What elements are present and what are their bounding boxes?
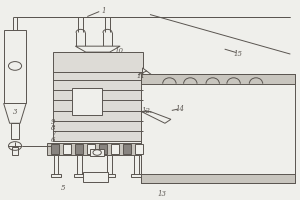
Bar [52, 144, 59, 154]
Polygon shape [4, 103, 26, 123]
Text: 11: 11 [136, 72, 146, 80]
Polygon shape [75, 46, 120, 52]
Text: 15: 15 [234, 50, 243, 58]
Bar [11, 123, 19, 139]
Bar [12, 147, 18, 155]
Bar [83, 172, 108, 182]
Bar [141, 74, 295, 84]
Text: 13: 13 [158, 190, 166, 198]
Bar [77, 155, 82, 175]
Bar [87, 144, 95, 154]
Text: 3: 3 [13, 108, 17, 116]
Bar [72, 88, 102, 115]
Bar [135, 144, 142, 154]
Bar [99, 144, 107, 154]
Text: 1: 1 [101, 7, 106, 15]
Text: 14: 14 [176, 105, 184, 113]
Bar [134, 155, 139, 175]
Text: 5: 5 [61, 184, 66, 192]
Text: 7: 7 [51, 130, 55, 138]
Bar [104, 174, 115, 177]
Bar [4, 30, 26, 103]
Polygon shape [142, 68, 153, 80]
Bar [53, 155, 58, 175]
Text: 6: 6 [51, 136, 55, 144]
Bar [123, 144, 130, 154]
Text: 12: 12 [141, 107, 150, 115]
Bar [90, 149, 104, 156]
Bar [75, 144, 83, 154]
Text: 9: 9 [51, 118, 55, 126]
Bar [63, 144, 71, 154]
Bar [47, 143, 148, 155]
Bar [141, 174, 295, 183]
Bar [131, 174, 142, 177]
Bar [51, 174, 61, 177]
Bar [107, 155, 112, 175]
Text: 8: 8 [51, 124, 55, 132]
Polygon shape [141, 111, 171, 123]
Bar [141, 74, 295, 183]
Bar [74, 174, 85, 177]
Bar [111, 144, 118, 154]
Bar [53, 52, 142, 141]
Text: 10: 10 [114, 47, 123, 55]
